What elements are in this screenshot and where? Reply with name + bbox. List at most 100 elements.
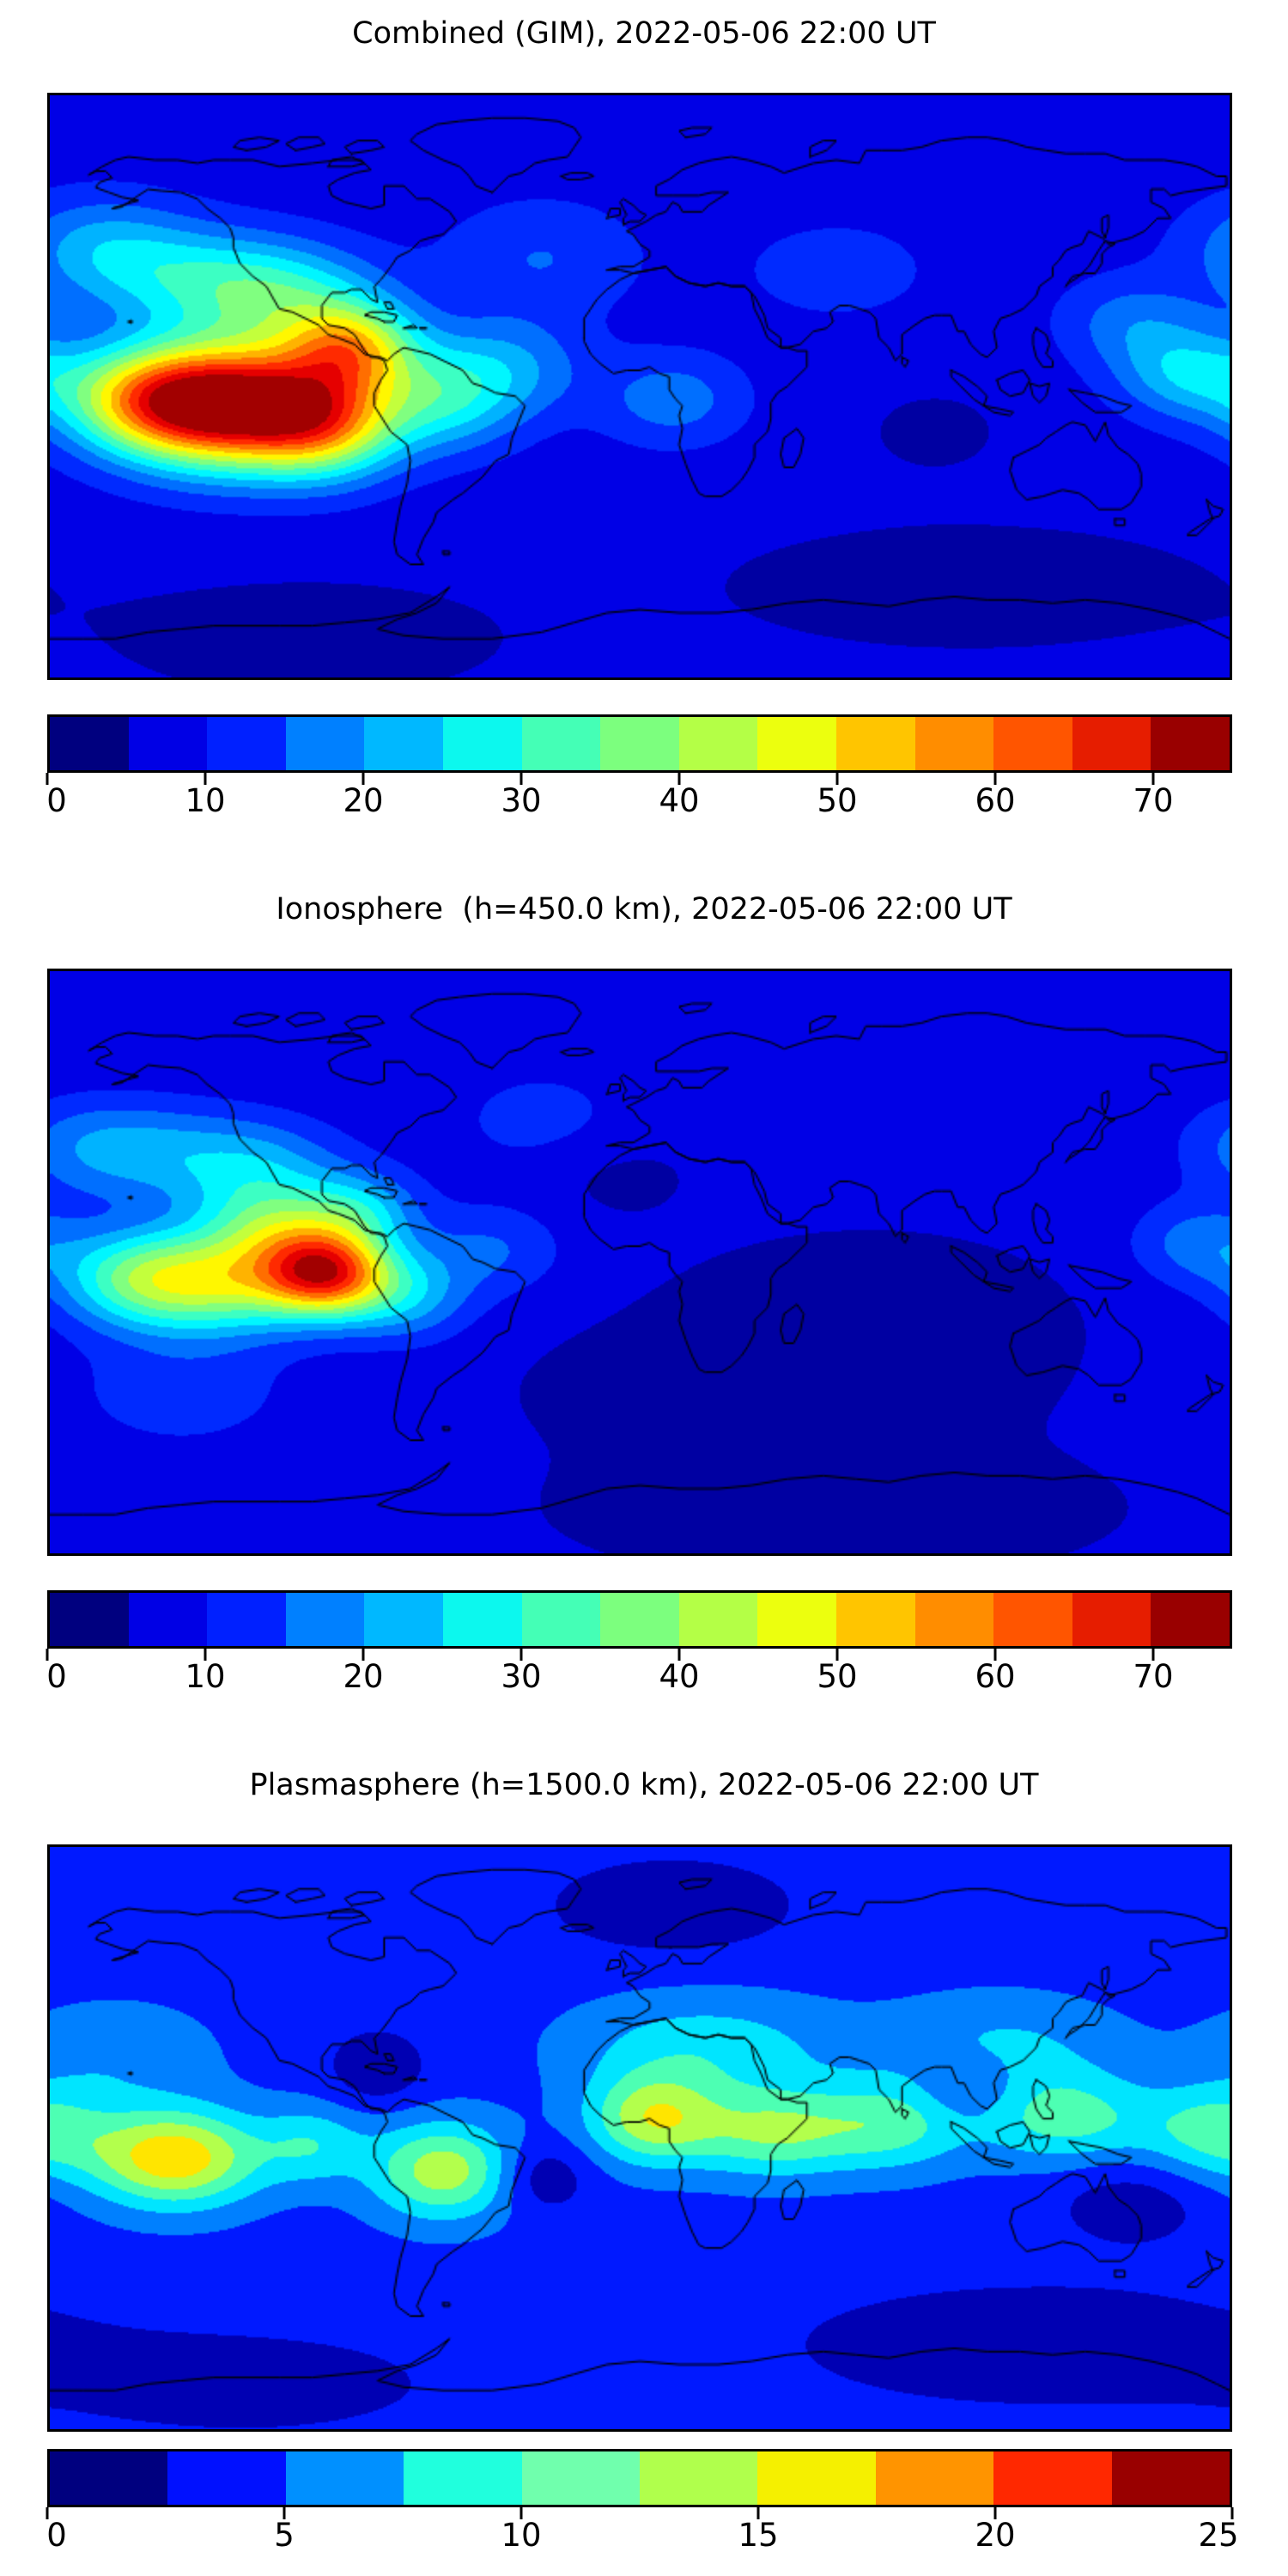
colorbar-tick (283, 2507, 286, 2519)
colorbar-labels-ionosphere: 0 10 20 30 40 50 60 70 (46, 1658, 1232, 1700)
colorbar-segment (128, 1593, 208, 1646)
colorbar-tick-label: 40 (659, 782, 700, 819)
colorbar-segment (835, 1593, 915, 1646)
colorbar-tick (204, 1649, 207, 1661)
colorbar-segment (1111, 2451, 1230, 2505)
colorbar-tick-label: 20 (343, 782, 384, 819)
colorbar-tick-label: 70 (1133, 782, 1174, 819)
panel-plasmasphere: Plasmasphere (h=1500.0 km), 2022-05-06 2… (0, 1752, 1288, 2576)
colorbar-tick (1151, 1649, 1155, 1661)
colorbar-labels-plasmasphere: 0 5 10 15 20 25 (46, 2517, 1238, 2559)
colorbar-gradient-plasmasphere (47, 2449, 1232, 2507)
panel-title-plasmasphere: Plasmasphere (h=1500.0 km), 2022-05-06 2… (249, 1768, 1039, 1802)
colorbar-tick (756, 2507, 760, 2519)
colorbar-gradient-combined-gim (47, 714, 1232, 773)
colorbar-tick-label: 5 (274, 2517, 295, 2554)
colorbar-segment (167, 2451, 286, 2505)
colorbar-segment (1072, 717, 1151, 770)
colorbar-tick-label: 70 (1133, 1658, 1174, 1695)
colorbar-ticks-ionosphere (46, 1649, 1232, 1661)
colorbar-segment (1151, 717, 1230, 770)
colorbar-tick (677, 1649, 681, 1661)
colorbar-tick (46, 2507, 49, 2519)
colorbar-tick (1230, 2507, 1234, 2519)
colorbar-segment (757, 717, 836, 770)
colorbar-tick (519, 1649, 523, 1661)
colorbar-tick (46, 773, 49, 785)
colorbar-labels-combined-gim: 0 10 20 30 40 50 60 70 (46, 782, 1232, 824)
colorbar-tick-label: 20 (343, 1658, 384, 1695)
colorbar-segment (442, 1593, 522, 1646)
colorbar-segment (600, 717, 679, 770)
colorbar-tick (993, 2507, 997, 2519)
colorbar-ionosphere: 0 10 20 30 40 50 60 70 (46, 1590, 1232, 1710)
colorbar-segment (993, 2451, 1112, 2505)
colorbar-segment (1072, 1593, 1151, 1646)
colorbar-segment (207, 717, 286, 770)
map-ionosphere (47, 969, 1232, 1556)
colorbar-tick (519, 773, 523, 785)
colorbar-tick (46, 1649, 49, 1661)
colorbar-segment (1151, 1593, 1230, 1646)
colorbar-segment (640, 2451, 758, 2505)
colorbar-segment (285, 2451, 404, 2505)
map-combined-gim (47, 93, 1232, 680)
map-canvas-combined-gim (50, 95, 1230, 677)
colorbar-segment (678, 1593, 758, 1646)
colorbar-tick-label: 60 (975, 1658, 1016, 1695)
colorbar-tick (1151, 773, 1155, 785)
colorbar-segment (521, 2451, 641, 2505)
colorbar-segment (835, 717, 915, 770)
colorbar-tick-label: 50 (817, 782, 858, 819)
colorbar-segment (50, 2451, 168, 2505)
colorbar-segment (875, 2451, 994, 2505)
colorbar-segment (128, 717, 208, 770)
colorbar-segment (914, 1593, 994, 1646)
colorbar-tick (835, 1649, 839, 1661)
colorbar-tick-label: 40 (659, 1658, 700, 1695)
colorbar-tick-label: 10 (501, 2517, 542, 2554)
colorbar-tick-label: 30 (501, 782, 542, 819)
colorbar-segment (521, 1593, 601, 1646)
colorbar-segment (600, 1593, 679, 1646)
colorbar-segment (207, 1593, 286, 1646)
panel-ionosphere: Ionosphere (h=450.0 km), 2022-05-06 22:0… (0, 876, 1288, 1752)
colorbar-segment (993, 1593, 1072, 1646)
colorbar-tick (519, 2507, 523, 2519)
colorbar-tick-label: 0 (46, 782, 67, 819)
colorbar-tick-label: 10 (185, 1658, 226, 1695)
map-canvas-plasmasphere (50, 1847, 1230, 2429)
colorbar-tick-label: 0 (46, 1658, 67, 1695)
colorbar-tick (835, 773, 839, 785)
colorbar-tick-label: 25 (1198, 2517, 1239, 2554)
colorbar-tick (993, 773, 997, 785)
colorbar-segment (914, 717, 994, 770)
colorbar-tick-label: 0 (46, 2517, 67, 2554)
colorbar-segment (757, 2451, 876, 2505)
panel-combined-gim: Combined (GIM), 2022-05-06 22:00 UT 0 10 2… (0, 0, 1288, 876)
colorbar-tick-label: 60 (975, 782, 1016, 819)
map-plasmasphere (47, 1844, 1232, 2432)
colorbar-ticks-plasmasphere (46, 2507, 1234, 2519)
colorbar-tick-label: 15 (738, 2517, 779, 2554)
colorbar-tick-label: 30 (501, 1658, 542, 1695)
colorbar-gradient-ionosphere (47, 1590, 1232, 1649)
colorbar-combined-gim: 0 10 20 30 40 50 60 70 (46, 714, 1232, 835)
colorbar-segment (404, 2451, 522, 2505)
panel-title-combined-gim: Combined (GIM), 2022-05-06 22:00 UT (352, 16, 936, 51)
colorbar-ticks-combined-gim (46, 773, 1232, 785)
colorbar-tick (677, 773, 681, 785)
colorbar-tick (361, 1649, 365, 1661)
colorbar-segment (364, 717, 443, 770)
colorbar-tick (993, 1649, 997, 1661)
colorbar-segment (757, 1593, 836, 1646)
colorbar-segment (442, 717, 522, 770)
colorbar-segment (285, 1593, 365, 1646)
colorbar-tick (361, 773, 365, 785)
colorbar-segment (50, 717, 129, 770)
colorbar-segment (50, 1593, 129, 1646)
colorbar-segment (285, 717, 365, 770)
colorbar-tick-label: 20 (975, 2517, 1016, 2554)
colorbar-segment (364, 1593, 443, 1646)
